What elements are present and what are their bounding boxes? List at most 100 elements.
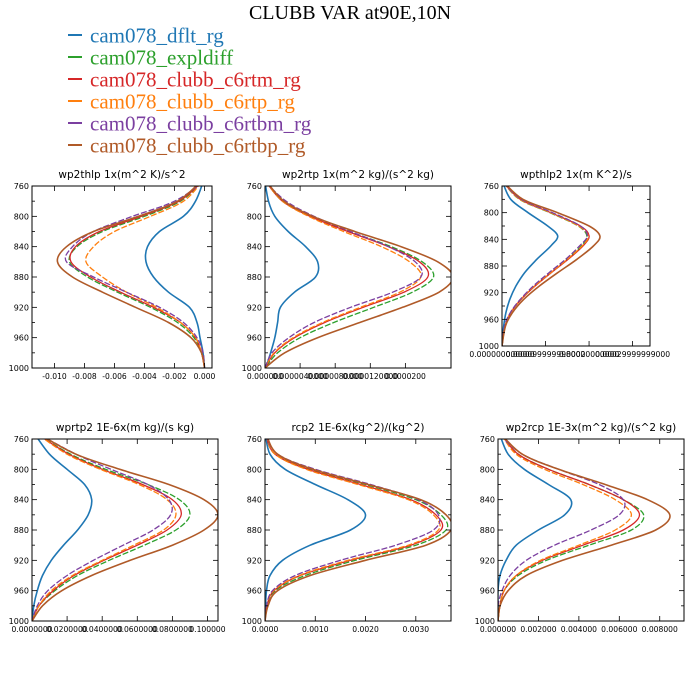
series-line-0 <box>498 439 573 621</box>
x-tick-label: 0.0000120000 <box>343 372 399 381</box>
series-line-5 <box>32 439 218 621</box>
series-line-0 <box>265 186 320 368</box>
plot-frame <box>31 185 213 369</box>
y-tick-label: 800 <box>14 212 29 221</box>
series-line-2 <box>32 439 182 621</box>
x-tick-label: -0.002 <box>162 372 187 381</box>
y-tick-label: 840 <box>14 243 29 252</box>
panel-wprtp2: wprtp2 1E-6x(m kg)/(s kg) 760 800 840 880 920… <box>9 422 226 634</box>
series-line-4 <box>64 186 206 368</box>
legend-label: cam078_clubb_c6rtm_rg <box>90 67 301 92</box>
x-tick-label: 0.100000 <box>189 625 225 634</box>
y-tick-label: 960 <box>247 587 262 596</box>
x-tick-label: 0.0000040000 <box>272 372 328 381</box>
y-tick-label: 1000 <box>479 342 499 351</box>
panel-rcp2: rcp2 1E-6x(kg^2)/(kg^2) 760 800 840 880 920 96… <box>242 422 452 634</box>
legend-entry: cam078_expldiff <box>62 46 311 68</box>
x-tick-label: 0.00020000000 <box>559 350 620 359</box>
y-tick-label: 840 <box>480 496 495 505</box>
x-tick-label: 0.0400000 <box>82 625 123 634</box>
x-tick-label: 0.000 <box>194 372 216 381</box>
panel-title: wpthlp2 1x(m K^2)/s <box>520 169 632 181</box>
y-tick-label: 920 <box>247 303 262 312</box>
series-line-3 <box>498 439 633 621</box>
y-tick-label: 840 <box>247 243 262 252</box>
y-tick-label: 920 <box>14 556 29 565</box>
legend-swatch <box>68 144 82 147</box>
series-line-3 <box>85 186 206 368</box>
y-tick-label: 760 <box>247 435 262 444</box>
series-line-5 <box>502 186 601 346</box>
series-line-2 <box>69 186 206 368</box>
x-tick-label: 0.000000 <box>480 625 516 634</box>
legend-label: cam078_clubb_c6rtbp_rg <box>90 133 306 158</box>
plot-frame <box>264 438 452 622</box>
x-tick-label: 0.008000 <box>642 625 678 634</box>
legend-label: cam078_clubb_c6rtbm_rg <box>90 111 312 136</box>
figure-title: CLUBB VAR at90E,10N <box>248 2 452 24</box>
x-tick-label: 0.0030 <box>403 625 430 634</box>
y-tick-label: 880 <box>247 526 262 535</box>
x-tick-label: 0.004000 <box>561 625 597 634</box>
y-tick-label: 760 <box>247 182 262 191</box>
series-line-0 <box>144 186 206 368</box>
series-line-1 <box>32 439 191 621</box>
legend-entry: cam078_clubb_c6rtm_rg <box>62 68 311 90</box>
y-tick-label: 1000 <box>242 617 262 626</box>
x-tick-label: 0.00029999999000 <box>595 350 670 359</box>
x-tick-label: 0.0020 <box>352 625 379 634</box>
x-tick-label: 0.006000 <box>601 625 637 634</box>
y-tick-label: 920 <box>480 556 495 565</box>
legend-swatch <box>68 100 82 103</box>
x-tick-label: 0.0000000 <box>11 625 52 634</box>
panel-title: wp2rcp 1E-3x(m^2 kg)/(s^2 kg) <box>506 422 677 434</box>
y-tick-label: 1000 <box>242 364 262 373</box>
series-line-2 <box>502 186 590 346</box>
series-line-0 <box>265 439 367 621</box>
y-tick-label: 920 <box>247 556 262 565</box>
series-line-5 <box>265 439 451 621</box>
legend: cam078_dflt_rg cam078_expldiff cam078_cl… <box>62 24 311 156</box>
y-tick-label: 1000 <box>9 617 29 626</box>
x-tick-label: 0.0000 <box>252 625 279 634</box>
y-tick-label: 800 <box>247 465 262 474</box>
legend-entry: cam078_dflt_rg <box>62 24 311 46</box>
y-tick-label: 840 <box>247 496 262 505</box>
plot-frame <box>31 438 219 622</box>
y-tick-label: 760 <box>14 435 29 444</box>
y-tick-label: 880 <box>480 526 495 535</box>
series-line-0 <box>502 186 559 346</box>
x-tick-label: 0.002000 <box>520 625 556 634</box>
x-tick-label: 0.0600000 <box>117 625 158 634</box>
legend-swatch <box>68 56 82 59</box>
y-tick-label: 800 <box>484 209 499 218</box>
y-tick-label: 840 <box>484 235 499 244</box>
series-line-5 <box>265 186 451 368</box>
y-tick-label: 880 <box>14 273 29 282</box>
x-tick-label: 0.000099999998000 <box>506 350 586 359</box>
y-tick-label: 760 <box>484 182 499 191</box>
series-line-5 <box>56 186 206 368</box>
panel-title: wp2rtp 1x(m^2 kg)/(s^2 kg) <box>282 169 434 181</box>
x-tick-label: -0.008 <box>72 372 97 381</box>
legend-label: cam078_expldiff <box>90 45 234 70</box>
series-line-3 <box>32 439 177 621</box>
panel-title: rcp2 1E-6x(kg^2)/(kg^2) <box>292 422 425 434</box>
panel-wp2thlp: wp2thlp 1x(m^2 K)/s^2 760 800 840 880 920 960 1… <box>9 169 216 381</box>
panel-wp2rtp: wp2rtp 1x(m^2 kg)/(s^2 kg) 760 800 840 880 92… <box>242 169 452 381</box>
y-tick-label: 880 <box>484 262 499 271</box>
series-line-3 <box>265 186 422 368</box>
x-tick-label: 0.000000 <box>247 372 283 381</box>
y-tick-label: 920 <box>484 289 499 298</box>
series-line-4 <box>32 439 173 621</box>
y-tick-label: 960 <box>14 334 29 343</box>
y-tick-label: 960 <box>247 334 262 343</box>
series-line-1 <box>498 439 645 621</box>
x-tick-label: 0.0000080000 <box>307 372 363 381</box>
x-tick-label: 0.0800000 <box>152 625 193 634</box>
x-tick-label: 0.0200000 <box>47 625 88 634</box>
x-tick-label: -0.004 <box>132 372 157 381</box>
series-line-2 <box>498 439 641 621</box>
y-tick-label: 840 <box>14 496 29 505</box>
legend-entry: cam078_clubb_c6rtbp_rg <box>62 134 311 156</box>
